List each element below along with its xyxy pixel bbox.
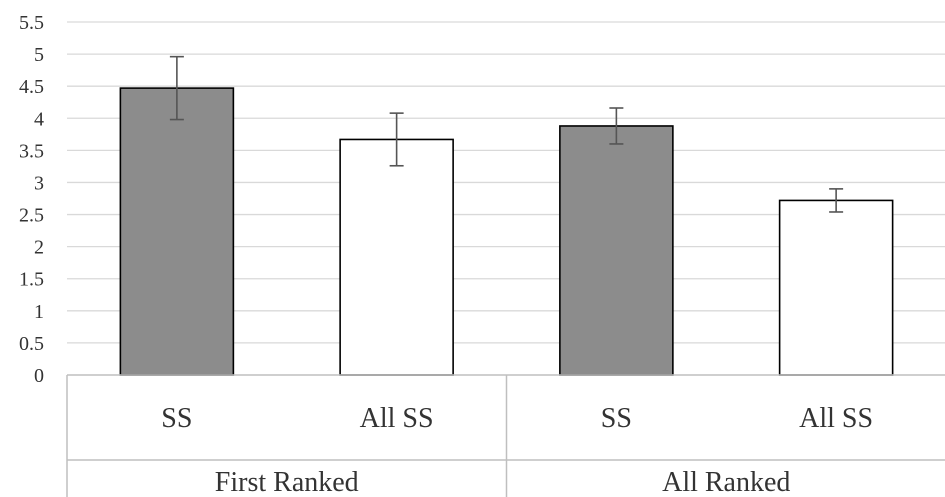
bar (559, 125, 674, 376)
y-tick-label: 3 (34, 172, 44, 194)
x-category-label: SS (161, 403, 192, 434)
x-category-label: All SS (360, 403, 434, 434)
error-bars (169, 55, 844, 213)
y-tick-label: 5.5 (19, 12, 44, 34)
x-category-label: SS (601, 403, 632, 434)
y-tick-label: 2.5 (19, 205, 44, 227)
bar (119, 87, 235, 376)
bar (339, 138, 454, 376)
y-tick-label: 0 (34, 365, 44, 387)
y-tick-label: 4.5 (19, 76, 44, 98)
y-tick-label: 2 (34, 237, 44, 259)
x-group-label: All Ranked (662, 467, 790, 497)
group-labels: First Ranked All Ranked (215, 467, 791, 497)
y-tick-label: 3.5 (19, 140, 44, 162)
y-tick-label: 0.5 (19, 333, 44, 355)
y-tick-label: 5 (34, 44, 44, 66)
x-category-label: All SS (799, 403, 873, 434)
bars (119, 87, 894, 376)
y-tick-label: 1 (34, 301, 44, 323)
category-labels: SS All SS SS All SS (161, 403, 873, 434)
bar (778, 199, 894, 376)
x-axis (66, 374, 945, 497)
y-axis-ticks: 0 0.5 1 1.5 2 2.5 3 3.5 4 4.5 5 5.5 (19, 12, 44, 387)
x-group-label: First Ranked (215, 467, 359, 497)
y-tick-label: 4 (34, 108, 44, 130)
y-tick-label: 1.5 (19, 269, 44, 291)
